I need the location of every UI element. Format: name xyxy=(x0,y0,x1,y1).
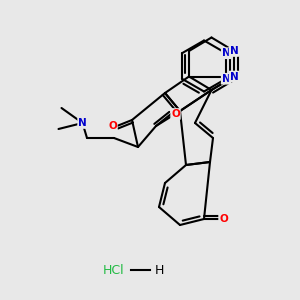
Text: N: N xyxy=(230,46,238,56)
Text: O: O xyxy=(219,214,228,224)
Text: H: H xyxy=(154,263,164,277)
Text: N: N xyxy=(222,48,230,58)
Text: N: N xyxy=(222,74,230,84)
Text: O: O xyxy=(108,121,117,131)
Text: N: N xyxy=(78,118,87,128)
Text: N: N xyxy=(230,71,238,82)
Text: O: O xyxy=(171,109,180,119)
Text: HCl: HCl xyxy=(103,263,125,277)
